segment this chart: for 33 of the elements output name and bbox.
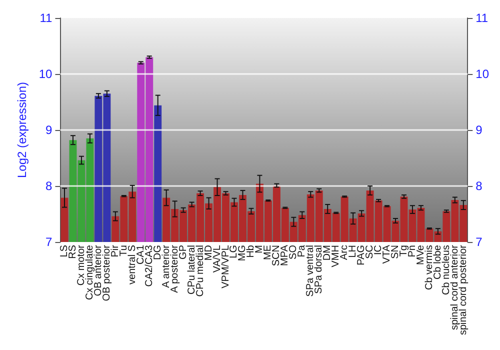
x-tick-label: Cb nucleus xyxy=(440,245,452,296)
x-tick-label: CPu medial xyxy=(194,245,206,297)
x-tick-label: Tg xyxy=(398,245,410,257)
y-tick-label: 10 xyxy=(38,67,53,81)
y2-tick-label: 11 xyxy=(476,11,488,25)
x-tick-label: Pn xyxy=(406,245,418,258)
x-tick-label: Cb lobe xyxy=(432,244,444,280)
x-tick-label: ventral S xyxy=(126,244,138,284)
y2-tick-label: 7 xyxy=(476,235,483,249)
x-tick-label: Pir xyxy=(110,244,121,258)
y-axis-title: Log2 (expression) xyxy=(15,82,29,178)
x-tick-label: GP xyxy=(178,244,189,260)
x-tick-label: A posterior xyxy=(169,244,180,293)
x-tick-label: Cx cingulate xyxy=(84,244,96,300)
y-tick-label: 11 xyxy=(40,11,53,25)
y-tick-label: 9 xyxy=(46,123,53,137)
x-tick-label: A anterior xyxy=(160,244,172,288)
x-tick-label: LS xyxy=(58,244,70,258)
y2-tick-label: 8 xyxy=(476,179,483,193)
x-tick-label: DG xyxy=(152,244,164,260)
x-tick-label: CA1 xyxy=(135,244,146,264)
x-tick-label: OB posterior xyxy=(101,244,112,302)
y2-tick-label: 9 xyxy=(476,123,483,137)
x-tick-label: OB anterior xyxy=(92,244,104,296)
y-tick-label: 8 xyxy=(46,179,53,193)
y2-tick-label: 10 xyxy=(476,67,490,81)
x-tick-label: spinal cord posterior xyxy=(458,244,469,336)
x-tick-label: Tu xyxy=(118,245,130,256)
x-tick-label: RS xyxy=(67,244,78,259)
x-tick-label: MVe xyxy=(415,244,426,266)
x-tick-label: spinal cord anterior xyxy=(449,244,460,330)
x-tick-label: CA2/CA3 xyxy=(144,244,155,287)
y-tick-label: 7 xyxy=(46,235,53,249)
